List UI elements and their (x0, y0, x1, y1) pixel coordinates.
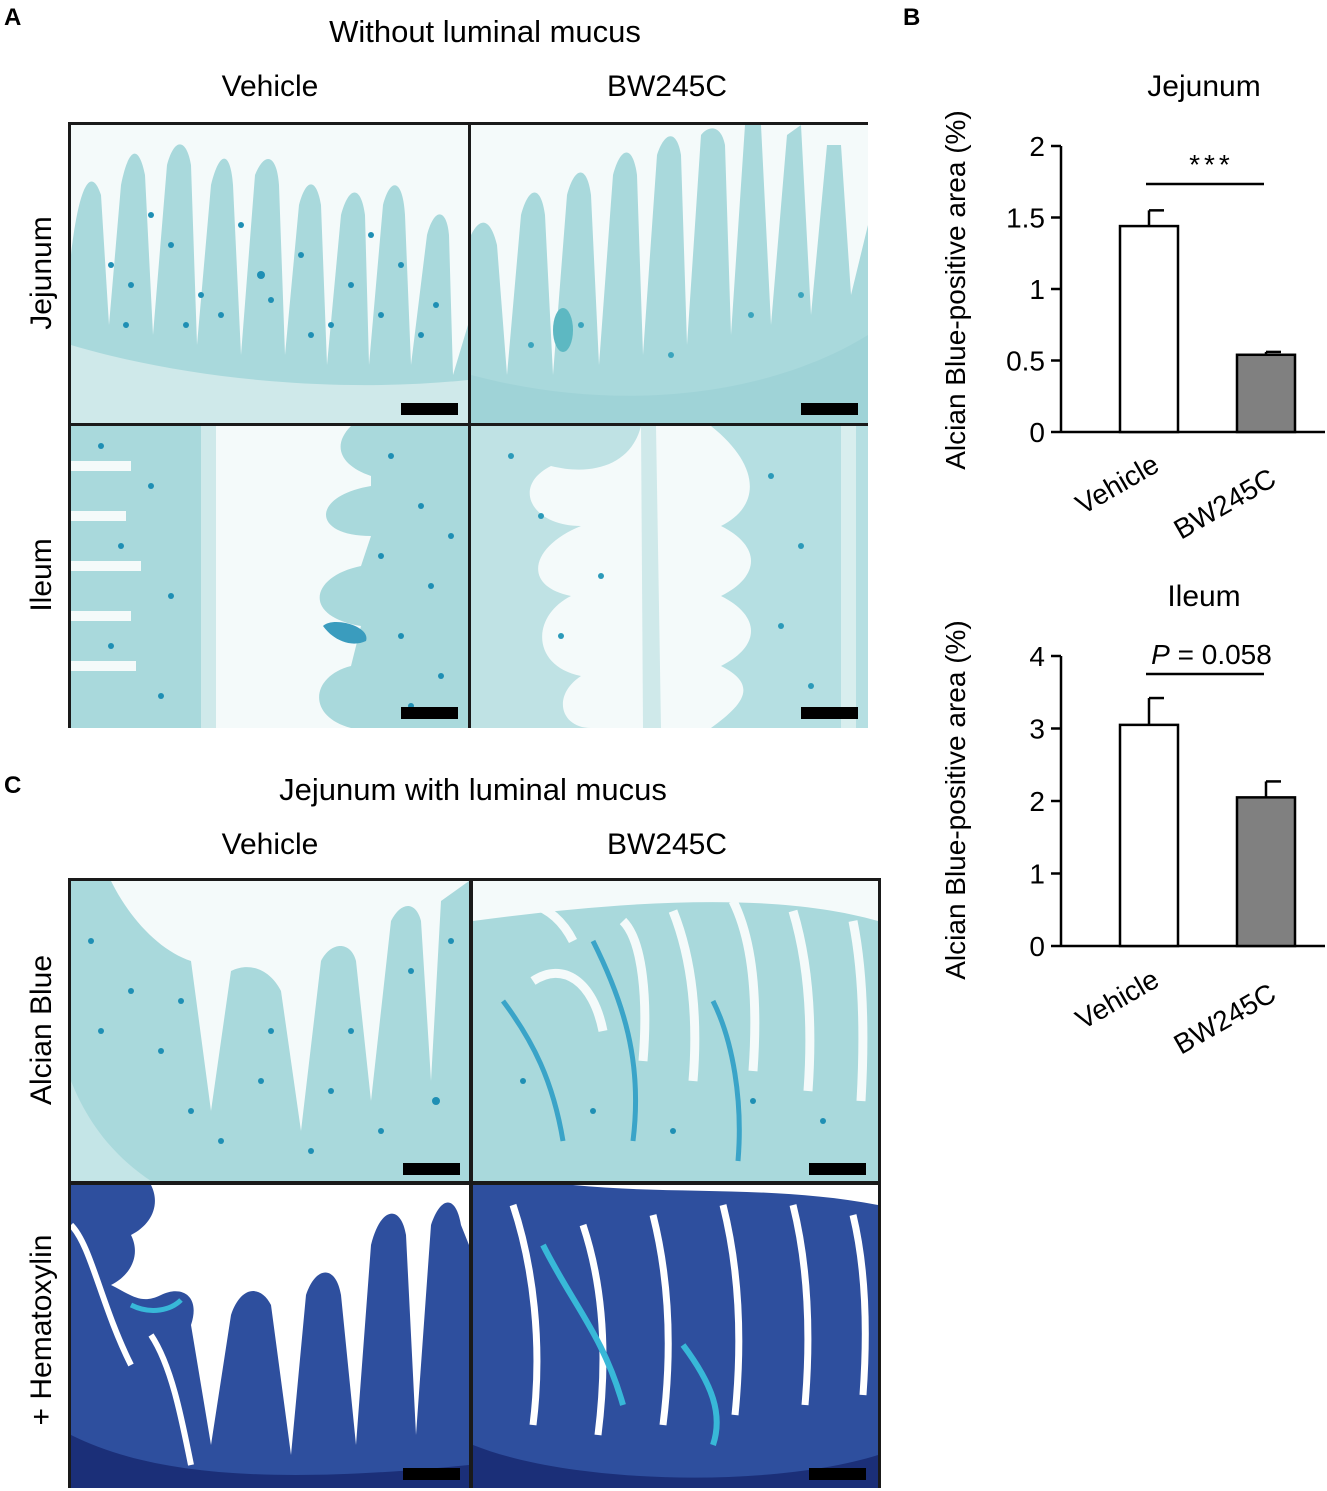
y-tick-label: 1.5 (1006, 203, 1045, 234)
y-tick-label: 2 (1029, 131, 1045, 162)
bar-bw245c (1235, 796, 1297, 948)
scale-bar (403, 1468, 460, 1480)
micrograph-hematoxylin-vehicle (71, 1185, 469, 1488)
scale-bar (801, 403, 858, 415)
y-tick-label: 1 (1029, 274, 1045, 305)
x-tick-label: Vehicle (1070, 448, 1164, 520)
y-tick-label: 0 (1029, 931, 1045, 962)
panel-c-letter: C (4, 772, 22, 799)
x-tick-label: BW245C (1168, 977, 1281, 1060)
significance-label: P = 0.058 (1151, 639, 1272, 670)
x-tick-label: BW245C (1168, 462, 1281, 545)
bar-bw245c (1235, 353, 1297, 434)
p-value: = 0.058 (1170, 639, 1272, 670)
bar-vehicle (1118, 723, 1180, 948)
y-tick-label: 0 (1029, 417, 1045, 448)
y-tick-label: 1 (1029, 859, 1045, 890)
chart-ileum: Ileum Alcian Blue-positive area (%) 0 1 2 3 4 V… (940, 580, 1325, 1060)
panel-c-col-vehicle: Vehicle (221, 828, 319, 861)
scale-bar (809, 1468, 866, 1480)
y-axis-label: Alcian Blue-positive area (%) (940, 110, 971, 470)
scale-bar (809, 1163, 866, 1175)
chart-title: Jejunum (1147, 70, 1260, 103)
y-tick-label: 2 (1029, 786, 1045, 817)
p-symbol: P (1151, 639, 1170, 670)
micrograph-alcian-vehicle (71, 881, 469, 1181)
panel-a-col-bw245c: BW245C (606, 70, 728, 103)
micrograph-jejunum-vehicle (71, 125, 468, 423)
micrograph-ileum-bw245c (471, 426, 868, 728)
panel-c-col-bw245c: BW245C (606, 828, 728, 861)
panel-c-image-grid (68, 878, 881, 1488)
micrograph-jejunum-bw245c (471, 125, 868, 423)
scale-bar (401, 403, 458, 415)
x-tick-label: Vehicle (1070, 963, 1164, 1035)
panel-a-col-vehicle: Vehicle (221, 70, 319, 103)
panel-c-title: Jejunum with luminal mucus (279, 772, 667, 807)
panel-a-image-grid (68, 122, 868, 728)
y-tick-label: 3 (1029, 714, 1045, 745)
y-tick-label: 0.5 (1006, 346, 1045, 377)
significance-label: *** (1189, 149, 1234, 180)
bar-vehicle (1118, 224, 1180, 434)
y-tick-label: 4 (1029, 641, 1045, 672)
y-axis-label: Alcian Blue-positive area (%) (940, 620, 971, 980)
scale-bar (401, 707, 458, 719)
micrograph-alcian-bw245c (473, 881, 878, 1181)
micrograph-ileum-vehicle (71, 426, 468, 728)
panel-a-title: Without luminal mucus (329, 14, 641, 49)
chart-jejunum: Jejunum Alcian Blue-positive area (%) 0 0.5… (940, 70, 1325, 545)
panel-a-letter: A (4, 4, 22, 31)
panel-b-letter: B (903, 4, 921, 31)
chart-title: Ileum (1167, 580, 1240, 613)
micrograph-hematoxylin-bw245c (473, 1185, 878, 1488)
scale-bar (801, 707, 858, 719)
scale-bar (403, 1163, 460, 1175)
